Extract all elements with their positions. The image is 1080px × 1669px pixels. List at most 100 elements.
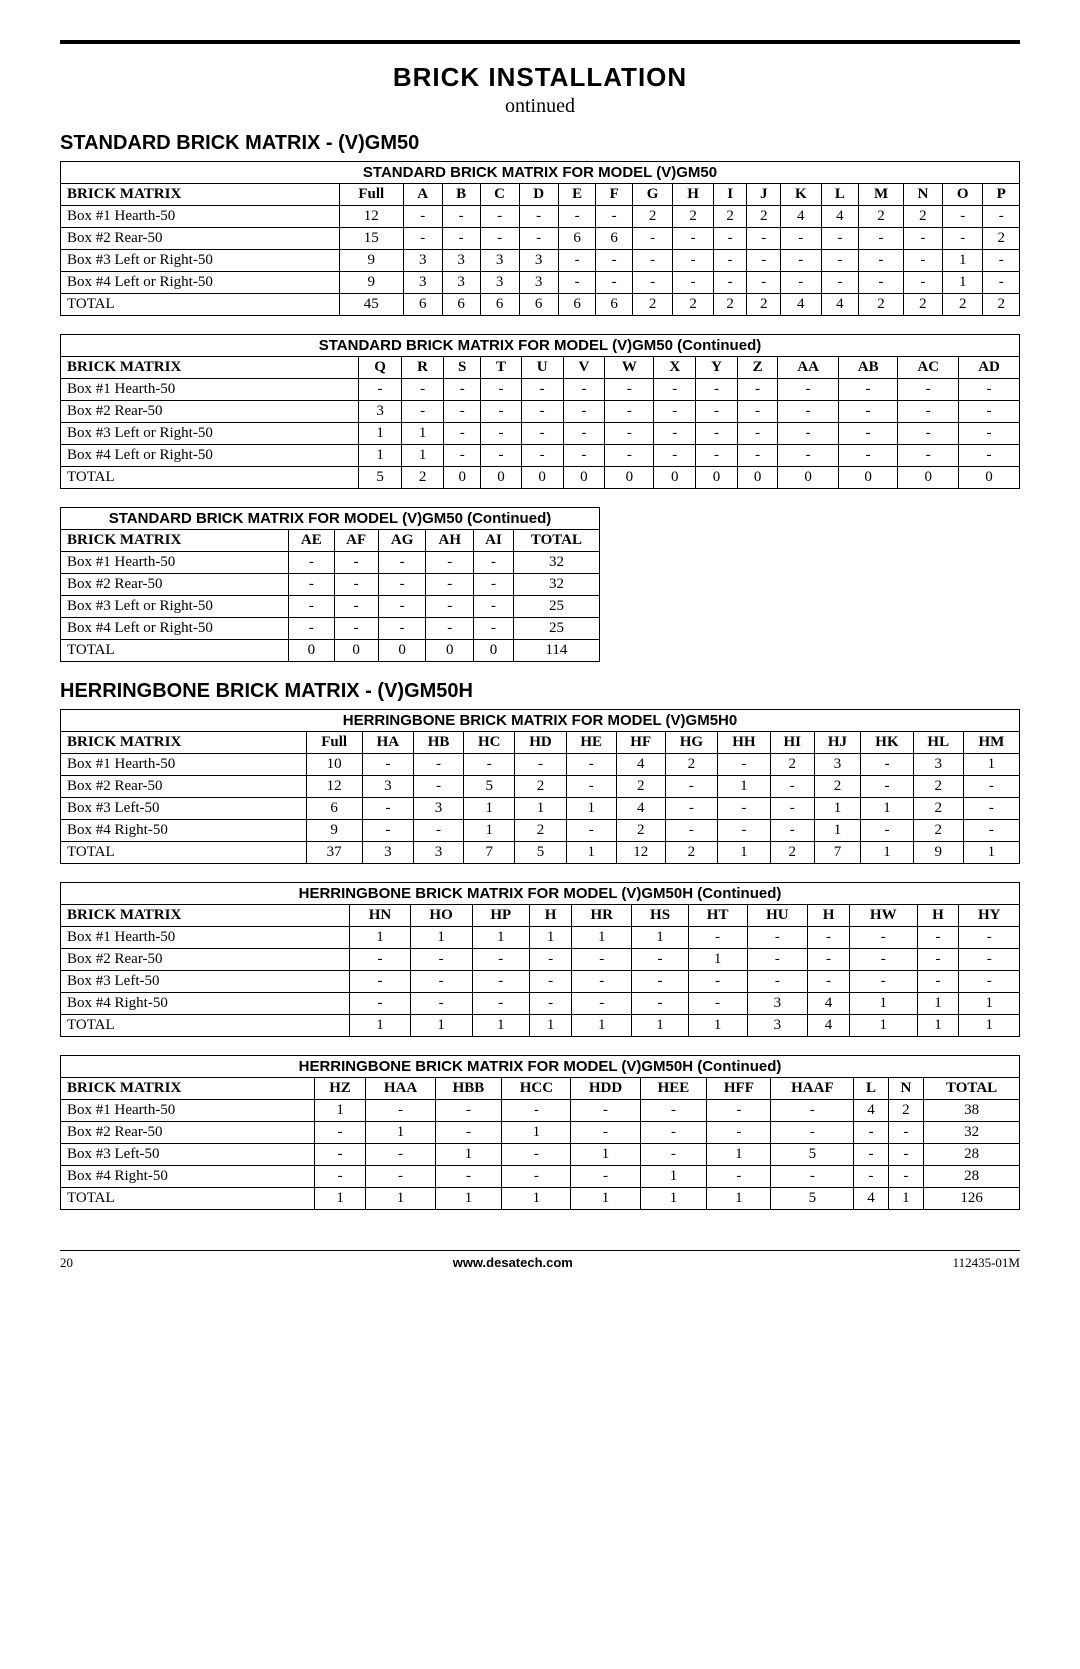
- table-cell: 2: [616, 820, 665, 842]
- table-cell: -: [959, 949, 1020, 971]
- table-cell: -: [747, 927, 807, 949]
- table-cell: 1: [640, 1166, 707, 1188]
- table-row: Box #2 Rear-50------1-----: [61, 949, 1020, 971]
- table-cell: -: [563, 401, 605, 423]
- table-cell: -: [963, 820, 1019, 842]
- table-cell: 37: [306, 842, 362, 864]
- table-cell: 2: [632, 294, 672, 316]
- table-cell: -: [443, 401, 480, 423]
- table-cell: 0: [521, 467, 563, 489]
- table-cell: -: [572, 993, 632, 1015]
- table-cell: -: [808, 971, 850, 993]
- table-header-cell: HC: [464, 732, 515, 754]
- table-cell: -: [378, 596, 426, 618]
- table-cell: -: [850, 927, 918, 949]
- table-cell: Box #4 Left or Right-50: [61, 618, 289, 640]
- table-cell: 6: [596, 294, 632, 316]
- table-caption: HERRINGBONE BRICK MATRIX FOR MODEL (V)GM…: [60, 709, 1020, 731]
- table-cell: 25: [513, 618, 599, 640]
- table-header-cell: HAAF: [771, 1078, 854, 1100]
- footer-page-number: 20: [60, 1255, 73, 1271]
- table-cell: 4: [616, 798, 665, 820]
- table-cell: 28: [924, 1144, 1020, 1166]
- table-cell: -: [515, 754, 566, 776]
- table-cell: -: [558, 272, 596, 294]
- table-cell: -: [696, 423, 738, 445]
- table-cell: -: [917, 949, 959, 971]
- table-cell: -: [481, 423, 521, 445]
- table-cell: Box #2 Rear-50: [61, 401, 359, 423]
- table-cell: -: [426, 618, 474, 640]
- table-cell: -: [781, 228, 821, 250]
- table-header-cell: P: [983, 184, 1020, 206]
- table-cell: -: [566, 820, 616, 842]
- table-cell: Box #1 Hearth-50: [61, 552, 289, 574]
- table-cell: -: [839, 379, 898, 401]
- table-cell: -: [917, 971, 959, 993]
- table-header-cell: AE: [289, 530, 334, 552]
- table-header-cell: HAA: [366, 1078, 435, 1100]
- table-row: TOTAL00000114: [61, 640, 600, 662]
- table-cell: 1: [707, 1144, 771, 1166]
- table-cell: 38: [924, 1100, 1020, 1122]
- table-cell: 1: [917, 993, 959, 1015]
- table-header-cell: X: [654, 357, 696, 379]
- table-cell: -: [898, 445, 959, 467]
- table-cell: 1: [688, 1015, 747, 1037]
- table-row: Box #1 Hearth-5012------22224422--: [61, 206, 1020, 228]
- table-cell: 2: [942, 294, 982, 316]
- table-cell: 4: [808, 993, 850, 1015]
- table-header-cell: BRICK MATRIX: [61, 732, 307, 754]
- table-cell: -: [426, 574, 474, 596]
- table-cell: 2: [903, 294, 942, 316]
- table-cell: 3: [358, 401, 401, 423]
- table-cell: -: [519, 206, 558, 228]
- table-cell: -: [474, 552, 514, 574]
- table-cell: -: [502, 1166, 571, 1188]
- table-cell: 0: [378, 640, 426, 662]
- table-cell: Box #1 Hearth-50: [61, 927, 350, 949]
- table-cell: 3: [403, 272, 442, 294]
- table-header-cell: HZ: [314, 1078, 366, 1100]
- table-header-cell: TOTAL: [513, 530, 599, 552]
- table-header-cell: M: [859, 184, 904, 206]
- table-header-cell: AH: [426, 530, 474, 552]
- table-cell: 5: [358, 467, 401, 489]
- table-std2: BRICK MATRIXQRSTUVWXYZAAABACADBox #1 Hea…: [60, 356, 1020, 489]
- table-row: Box #2 Rear-5015----66---------2: [61, 228, 1020, 250]
- table-caption: STANDARD BRICK MATRIX FOR MODEL (V)GM50 …: [60, 507, 600, 529]
- table-cell: 2: [913, 820, 963, 842]
- table-header-cell: HCC: [502, 1078, 571, 1100]
- table-row: Box #1 Hearth-50--------------: [61, 379, 1020, 401]
- table-cell: -: [443, 423, 480, 445]
- table-row: Box #2 Rear-503-------------: [61, 401, 1020, 423]
- table-cell: 3: [913, 754, 963, 776]
- table-cell: -: [519, 228, 558, 250]
- table-cell: -: [888, 1144, 924, 1166]
- table-cell: 2: [859, 294, 904, 316]
- table-cell: 1: [814, 798, 860, 820]
- page-title: BRICK INSTALLATION: [60, 62, 1020, 93]
- table-cell: -: [402, 401, 444, 423]
- table-header-cell: AF: [334, 530, 378, 552]
- table-cell: 28: [924, 1166, 1020, 1188]
- table-header-cell: HU: [747, 905, 807, 927]
- table-cell: -: [632, 993, 688, 1015]
- table-cell: 1: [959, 993, 1020, 1015]
- table-cell: -: [770, 798, 814, 820]
- table-cell: -: [673, 250, 713, 272]
- table-cell: -: [718, 754, 771, 776]
- table-cell: 2: [888, 1100, 924, 1122]
- table-cell: -: [718, 798, 771, 820]
- section-title-standard: STANDARD BRICK MATRIX - (V)GM50: [60, 132, 1020, 155]
- table-cell: Box #3 Left-50: [61, 971, 350, 993]
- table-cell: -: [688, 927, 747, 949]
- table-cell: -: [362, 798, 413, 820]
- table-cell: -: [942, 228, 982, 250]
- table-cell: 6: [519, 294, 558, 316]
- table-cell: 2: [665, 842, 718, 864]
- table-cell: -: [410, 993, 472, 1015]
- table-cell: 7: [814, 842, 860, 864]
- table-header-cell: TOTAL: [924, 1078, 1020, 1100]
- table-cell: -: [566, 776, 616, 798]
